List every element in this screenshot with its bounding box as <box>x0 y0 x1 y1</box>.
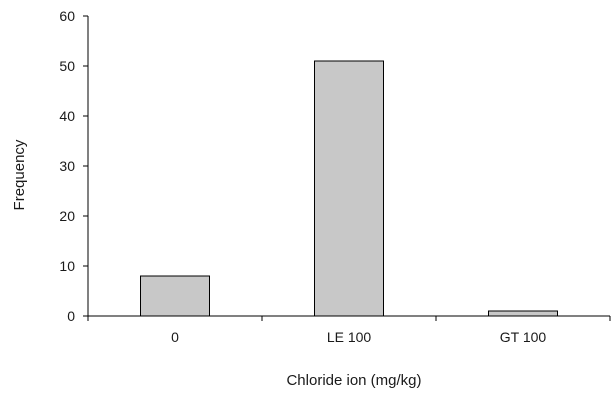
y-tick-label: 20 <box>59 208 75 224</box>
x-axis-label: Chloride ion (mg/kg) <box>286 372 421 389</box>
bar-2 <box>488 310 558 317</box>
x-tick-label: GT 100 <box>500 329 547 345</box>
y-axis: 0 10 20 30 40 50 60 <box>59 8 89 324</box>
category-labels: 0 LE 100 GT 100 <box>171 329 546 345</box>
y-tick-label: 30 <box>59 158 75 174</box>
y-axis-label: Frequency <box>11 139 28 210</box>
x-tick-label: 0 <box>171 329 179 345</box>
x-axis <box>87 315 611 321</box>
y-tick-label: 0 <box>67 308 75 324</box>
y-tick-label: 60 <box>59 8 75 24</box>
y-tick-label: 10 <box>59 258 75 274</box>
y-tick-label: 50 <box>59 58 75 74</box>
y-tick-label: 40 <box>59 108 75 124</box>
x-tick-label: LE 100 <box>327 329 372 345</box>
bars-group <box>140 60 558 317</box>
bar-1 <box>314 60 384 317</box>
bar-0 <box>140 275 210 317</box>
